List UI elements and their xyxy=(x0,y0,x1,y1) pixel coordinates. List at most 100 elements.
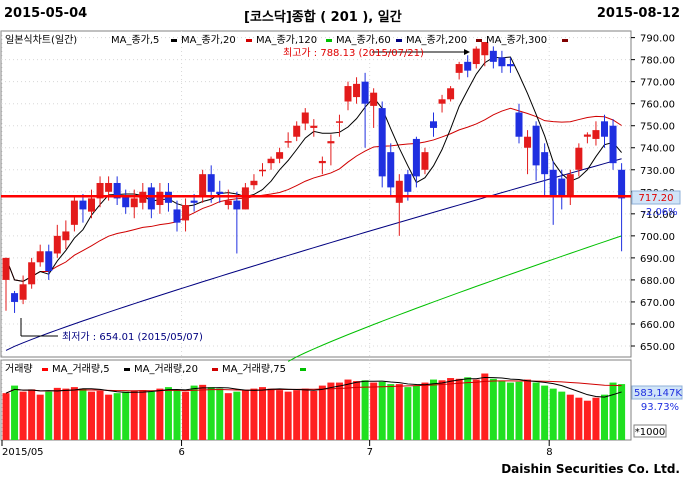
volume-bar xyxy=(62,388,70,440)
legend-ma60: MA_종가,60 xyxy=(336,34,391,46)
volume-bar xyxy=(96,390,104,440)
candle-body xyxy=(190,200,198,203)
last-price: 717.20 xyxy=(639,193,674,204)
candle-body xyxy=(122,196,130,208)
volume-bar xyxy=(327,382,335,440)
candle-body xyxy=(335,121,343,123)
volume-bar xyxy=(353,381,361,440)
candle-body xyxy=(447,88,455,100)
volume-bar xyxy=(472,379,480,440)
volume-bar xyxy=(224,393,232,440)
candle-body xyxy=(199,174,207,197)
volume-unit: *1000 xyxy=(635,427,665,438)
volume-bar xyxy=(481,373,489,440)
volume-bar xyxy=(541,385,549,440)
volume-bar xyxy=(19,391,27,440)
volume-bar xyxy=(549,388,557,440)
volume-bar xyxy=(378,381,386,440)
volume-pct: 93.73% xyxy=(641,402,679,413)
candle-body xyxy=(549,169,557,197)
volume-bar xyxy=(430,379,437,440)
candle-body xyxy=(515,112,523,137)
candle-body xyxy=(259,169,266,172)
candles xyxy=(2,42,626,313)
volume-bar xyxy=(259,387,266,440)
volume-bar xyxy=(156,388,164,440)
candle-body xyxy=(618,169,626,199)
volume-bar xyxy=(88,391,95,440)
candle-body xyxy=(601,121,608,137)
candle-body xyxy=(387,152,395,188)
y-tick-label: 760.00 xyxy=(640,100,675,111)
y-tick-label: 680.00 xyxy=(640,276,675,287)
candle-body xyxy=(472,48,480,65)
date-axis: 2015/05 6 7 8 xyxy=(1,440,553,458)
volume-bar xyxy=(387,384,395,440)
start-date: 2015-05-04 xyxy=(4,6,88,21)
chart-title: [코스닥]종합 ( 201 ), 일간 xyxy=(244,10,402,25)
candle-body xyxy=(421,152,429,170)
volume-bar xyxy=(113,393,121,440)
volume-value: 583,147K xyxy=(634,388,682,399)
volume-bar xyxy=(609,382,617,440)
low-label: 최저가 : 654.01 (2015/05/07) xyxy=(62,331,203,343)
volume-bar xyxy=(284,391,292,440)
candle-body xyxy=(96,182,104,199)
y-tick-label: 690.00 xyxy=(640,254,675,265)
volume-bar xyxy=(216,388,224,440)
price-panel xyxy=(0,30,632,358)
volume-bar xyxy=(421,382,429,440)
candle-body xyxy=(62,231,70,241)
candle-body xyxy=(224,200,232,206)
legend-ma5: MA_종가,5 xyxy=(111,34,159,46)
candle-body xyxy=(284,141,292,143)
volume-bar xyxy=(601,394,608,440)
volume-bar xyxy=(558,391,566,440)
volume-bar xyxy=(173,390,181,440)
volume-bar xyxy=(618,384,626,440)
y-tick-label: 700.00 xyxy=(640,232,675,243)
legend-volume: 거래량 xyxy=(5,363,33,375)
y-tick-label: 770.00 xyxy=(640,78,675,89)
candle-body xyxy=(207,174,215,192)
volume-bar xyxy=(515,381,523,440)
candle-body xyxy=(481,42,489,56)
candle-body xyxy=(464,61,472,71)
ma60-line xyxy=(287,235,622,362)
legend-vol-ma5: MA_거래량,5 xyxy=(52,363,110,375)
candle-body xyxy=(2,257,10,280)
candle-body xyxy=(438,99,446,104)
candle-body xyxy=(524,136,532,148)
volume-annotations: 583,147K 93.73% *1000 xyxy=(631,385,683,438)
high-label: 최고가 : 788.13 (2015/07/21) xyxy=(283,47,424,59)
volume-bar xyxy=(182,391,190,440)
candle-body xyxy=(489,50,497,62)
volume-bar xyxy=(524,379,532,440)
candle-body xyxy=(532,125,540,166)
volume-bar xyxy=(583,400,591,440)
x-tick-label: 8 xyxy=(546,447,552,458)
legend-ma120: MA_종가,120 xyxy=(256,34,317,46)
volume-bar xyxy=(36,394,44,440)
volume-bar xyxy=(122,391,130,440)
candle-body xyxy=(79,200,87,210)
volume-bar xyxy=(250,388,258,440)
ma120-line xyxy=(5,158,622,351)
high-annotation: 최고가 : 788.13 (2015/07/21) xyxy=(283,47,470,59)
volume-bar xyxy=(464,377,472,440)
volume-bar xyxy=(318,385,326,440)
y-tick-label: 650.00 xyxy=(640,342,675,353)
volume-bar xyxy=(566,394,574,440)
volume-bar xyxy=(130,390,138,440)
candle-body xyxy=(276,152,284,159)
volume-bar xyxy=(2,393,10,440)
candle-body xyxy=(506,64,514,67)
legend-ma200: MA_종가,200 xyxy=(406,34,467,46)
candle-body xyxy=(147,187,155,210)
candle-body xyxy=(318,160,326,164)
candle-body xyxy=(130,198,138,208)
candle-body xyxy=(233,200,241,210)
candle-body xyxy=(182,205,190,221)
